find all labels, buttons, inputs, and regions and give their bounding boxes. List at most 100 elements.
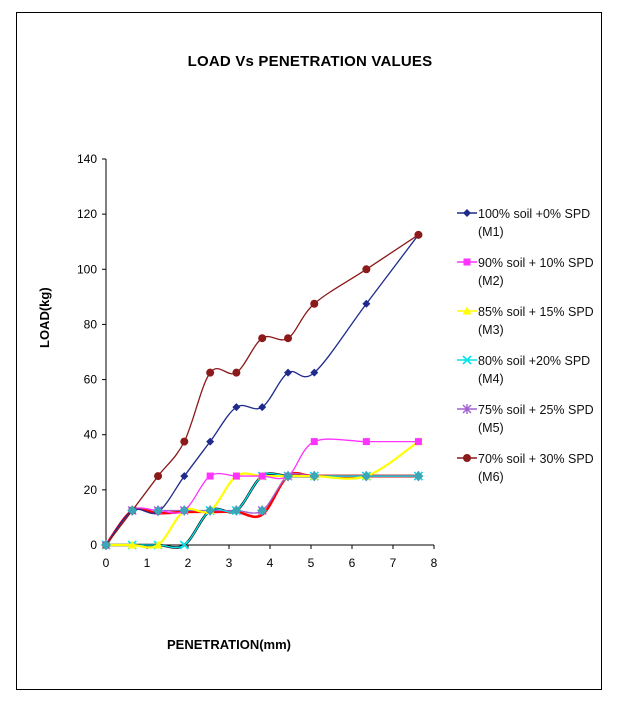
series-70-soil-30-spd-m6-	[102, 230, 423, 549]
data-point	[310, 299, 319, 308]
data-point	[414, 230, 423, 239]
y-tick-label: 0	[90, 538, 97, 552]
y-tick-label: 140	[77, 152, 97, 166]
data-point	[362, 438, 370, 446]
legend-swatch	[457, 404, 477, 414]
legend-swatch	[457, 454, 477, 462]
legend-item: 70% soil + 30% SPD (M6)	[457, 450, 607, 499]
data-point	[362, 265, 371, 274]
legend-label: 85% soil + 15% SPD (M3)	[478, 303, 594, 339]
data-point	[232, 368, 241, 377]
legend-label: 100% soil +0% SPD (M1)	[478, 205, 590, 241]
y-tick-label: 60	[84, 373, 98, 387]
series-85-soil-15-spd-m3-	[101, 437, 423, 549]
data-point	[257, 505, 268, 516]
legend-label: 90% soil + 10% SPD (M2)	[478, 254, 594, 290]
legend-item: 85% soil + 15% SPD (M3)	[457, 303, 607, 352]
data-point	[414, 438, 422, 446]
data-point	[258, 472, 266, 480]
legend-label-line: 100% soil +0% SPD	[478, 207, 591, 221]
legend-label: 70% soil + 30% SPD (M6)	[478, 450, 594, 486]
legend-item: 80% soil +20% SPD (M4)	[457, 352, 607, 401]
series-line	[106, 440, 420, 549]
legend-label-line: 85% soil + 15% SPD	[478, 305, 594, 319]
x-tick-label: 6	[349, 556, 356, 570]
legend-swatch	[457, 258, 477, 266]
data-point	[463, 209, 471, 217]
data-point	[284, 334, 293, 343]
chart-frame: 0 20 40 60 80 100 120 140 0 1 2 3 4 5 6 7 8 LOAD Vs PENE…	[16, 12, 602, 690]
data-point	[179, 540, 189, 550]
y-tick-label: 80	[84, 317, 98, 331]
legend-label-line: (M5)	[478, 421, 504, 435]
data-point	[283, 471, 294, 482]
data-point	[310, 438, 318, 446]
data-point	[258, 334, 267, 343]
legend-label-line: (M4)	[478, 372, 504, 386]
legend-label-line: (M2)	[478, 274, 504, 288]
data-point	[206, 368, 215, 377]
legend-item: 90% soil + 10% SPD (M2)	[457, 254, 607, 303]
data-point	[205, 505, 216, 516]
x-tick-label: 5	[308, 556, 315, 570]
data-point	[154, 472, 163, 481]
legend-label: 80% soil +20% SPD (M4)	[478, 352, 590, 388]
series-100-soil-0-spd-m1-	[102, 230, 423, 549]
series-90-soil-10-spd-m2-	[102, 438, 422, 549]
x-tick-label: 1	[144, 556, 151, 570]
legend-label-line: (M1)	[478, 225, 504, 239]
data-point	[361, 471, 372, 482]
data-point	[462, 404, 472, 414]
data-point	[206, 437, 215, 446]
data-point	[180, 472, 189, 481]
data-point	[462, 306, 472, 315]
x-tick-label: 4	[267, 556, 274, 570]
x-tick-label: 7	[390, 556, 397, 570]
data-point	[179, 505, 190, 516]
data-point	[153, 505, 164, 516]
data-point	[284, 368, 293, 377]
series-line	[105, 234, 419, 546]
series-line	[105, 234, 419, 546]
legend-label-line: (M6)	[478, 470, 504, 484]
y-tick-label: 20	[84, 483, 98, 497]
legend-label: 75% soil + 25% SPD (M5)	[478, 401, 594, 437]
x-tick-label: 3	[226, 556, 233, 570]
data-point	[232, 403, 241, 412]
legend-swatch	[457, 306, 477, 315]
y-tick-label: 120	[77, 207, 97, 221]
legend-swatch	[457, 355, 477, 365]
legend-item: 75% soil + 25% SPD (M5)	[457, 401, 607, 450]
data-point	[232, 472, 240, 480]
data-point	[258, 403, 267, 412]
y-tick-label: 40	[84, 428, 98, 442]
x-axis-label: PENETRATION(mm)	[167, 637, 291, 652]
data-point	[413, 471, 424, 482]
data-point	[231, 505, 242, 516]
data-point	[462, 355, 472, 365]
data-point	[309, 471, 320, 482]
data-point	[101, 540, 111, 550]
data-point	[180, 437, 189, 446]
y-axis-label: LOAD(kg)	[37, 287, 52, 348]
line-chart: 0 20 40 60 80 100 120 140 0 1 2 3 4 5 6 7 8	[77, 152, 438, 570]
data-point	[153, 540, 163, 549]
chart-legend: 100% soil +0% SPD (M1) 90% soil + 10% SPD (…	[457, 205, 607, 499]
chart-title: LOAD Vs PENETRATION VALUES	[187, 53, 433, 70]
legend-label-line: 70% soil + 30% SPD	[478, 452, 594, 466]
data-point	[362, 299, 371, 308]
x-tick-label: 2	[185, 556, 192, 570]
series-line	[105, 438, 419, 546]
x-tick-label: 8	[431, 556, 438, 570]
legend-label-line: 80% soil +20% SPD	[478, 354, 591, 368]
data-point	[310, 368, 319, 377]
legend-label-line: 75% soil + 25% SPD	[478, 403, 594, 417]
legend-item: 100% soil +0% SPD (M1)	[457, 205, 607, 254]
data-point	[463, 454, 471, 462]
legend-label-line: (M3)	[478, 323, 504, 337]
data-point	[127, 540, 137, 549]
legend-label-line: 90% soil + 10% SPD	[478, 256, 594, 270]
y-tick-label: 100	[77, 262, 97, 276]
data-point	[463, 258, 471, 266]
legend-swatch	[457, 209, 477, 217]
